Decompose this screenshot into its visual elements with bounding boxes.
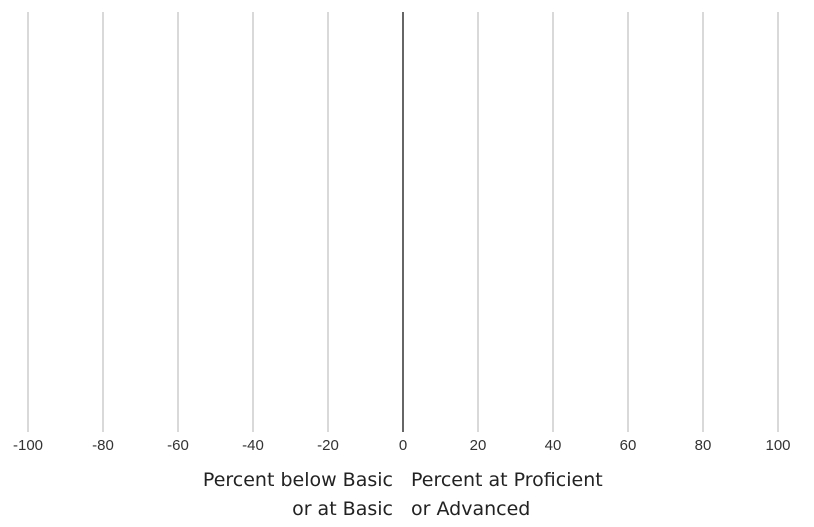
x-tick-label: 100 [765,437,790,454]
x-tick-label: 80 [695,437,712,454]
x-tick-label: 60 [620,437,637,454]
x-tick-label: -60 [167,437,189,454]
x-tick-label: -40 [242,437,264,454]
x-tick-label: -80 [92,437,114,454]
x-tick-label: 40 [545,437,562,454]
x-tick-label: 0 [399,437,407,454]
x-tick-label: -100 [13,437,43,454]
x-tick-label: 20 [470,437,487,454]
x-axis-tick-labels: -100 -80 -60 -40 -20 0 20 40 60 80 100 [13,437,791,454]
x-axis-label-left-line-2: or at Basic [292,498,393,520]
x-axis-label-left-line-1: Percent below Basic [203,469,393,491]
x-axis-label-right-line-1: Percent at Proficient [411,469,603,491]
x-tick-label: -20 [317,437,339,454]
x-axis-label-right-line-2: or Advanced [411,498,530,520]
vertical-gridlines [27,12,779,432]
